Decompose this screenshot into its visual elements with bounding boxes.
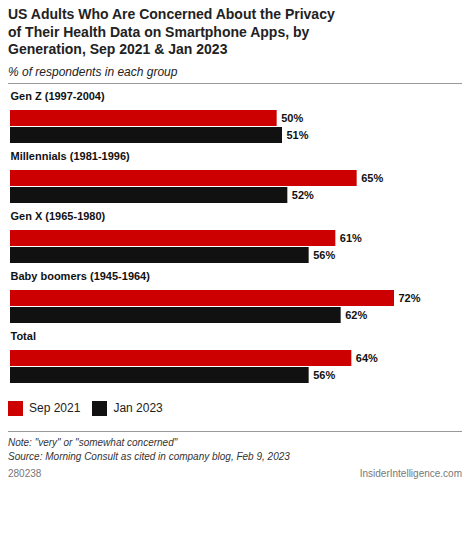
svg-text:64%: 64% — [356, 352, 378, 364]
svg-text:50%: 50% — [281, 112, 303, 124]
svg-text:52%: 52% — [292, 189, 314, 201]
svg-text:61%: 61% — [340, 232, 362, 244]
svg-text:Millennials (1981-1996): Millennials (1981-1996) — [11, 150, 131, 162]
html-text:US Adults Who Are Concerned Ab: US Adults Who Are Concerned About the Pr… — [8, 6, 335, 57]
svg-text:56%: 56% — [313, 249, 335, 261]
svg-text:65%: 65% — [361, 172, 383, 184]
html-text:Source: Morning Consult as cit: Source: Morning Consult as cited in comp… — [8, 450, 290, 462]
svg-text:56%: 56% — [313, 369, 335, 381]
html-text:Sep 2021: Sep 2021 — [29, 401, 81, 415]
svg-text:62%: 62% — [345, 309, 367, 321]
svg-text:72%: 72% — [399, 292, 421, 304]
html-text:280238: 280238 — [8, 467, 42, 479]
svg-text:51%: 51% — [287, 129, 309, 141]
svg-text:Gen Z (1997-2004): Gen Z (1997-2004) — [11, 90, 105, 102]
html-text:Jan 2023: Jan 2023 — [113, 401, 163, 415]
svg-text:Gen X (1965-1980): Gen X (1965-1980) — [11, 210, 106, 222]
html-text:% of respondents in each group: % of respondents in each group — [8, 64, 178, 79]
svg-text:Baby boomers (1945-1964): Baby boomers (1945-1964) — [11, 270, 151, 282]
html-text:Note: "very" or "somewhat conc: Note: "very" or "somewhat concerned" — [8, 436, 178, 448]
html-text:InsiderIntelligence.com: InsiderIntelligence.com — [359, 467, 462, 479]
svg-text:Total: Total — [11, 330, 36, 342]
